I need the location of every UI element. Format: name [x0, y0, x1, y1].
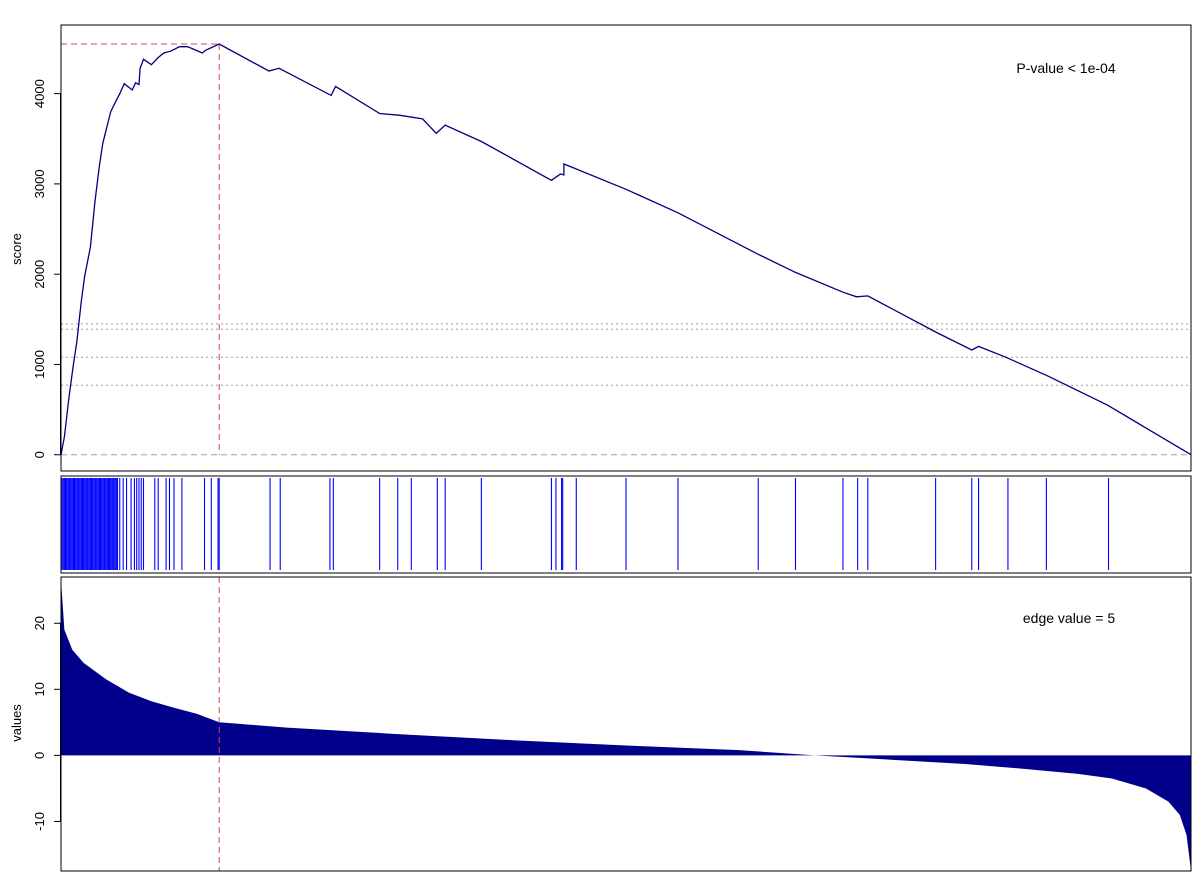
- score-threshold-lines: [61, 323, 1191, 386]
- barcode-panel: [60, 475, 1192, 574]
- score-tick-label: 2000: [32, 260, 47, 289]
- values-ylabel: values: [9, 704, 24, 742]
- values-tick-label: 10: [32, 682, 47, 696]
- score-tick-label: 4000: [32, 79, 47, 108]
- ranked-values-area: [61, 580, 1191, 871]
- barcode-panel-frame: [60, 475, 1192, 574]
- score-yaxis: 0 1000 2000 3000 4000: [32, 79, 61, 458]
- values-tick-label: 20: [32, 616, 47, 630]
- score-tick-label: 1000: [32, 350, 47, 379]
- values-yaxis: -10 0 10 20: [32, 616, 61, 831]
- score-panel: 0 1000 2000 3000 4000 score P-value < 1e-04: [9, 24, 1192, 472]
- score-tick-label: 3000: [32, 169, 47, 198]
- running-score-line: [60, 43, 1192, 456]
- barcode-hits: [61, 478, 1110, 570]
- score-panel-frame: [60, 24, 1192, 472]
- edge-value-annotation: edge value = 5: [1023, 610, 1115, 626]
- p-value-annotation: P-value < 1e-04: [1016, 60, 1115, 76]
- score-tick-label: 0: [32, 451, 47, 458]
- values-panel: -10 0 10 20 values edge value = 5: [9, 576, 1192, 872]
- values-tick-label: 0: [32, 752, 47, 759]
- values-panel-frame: [60, 576, 1192, 872]
- score-ylabel: score: [9, 233, 24, 265]
- values-tick-label: -10: [32, 812, 47, 831]
